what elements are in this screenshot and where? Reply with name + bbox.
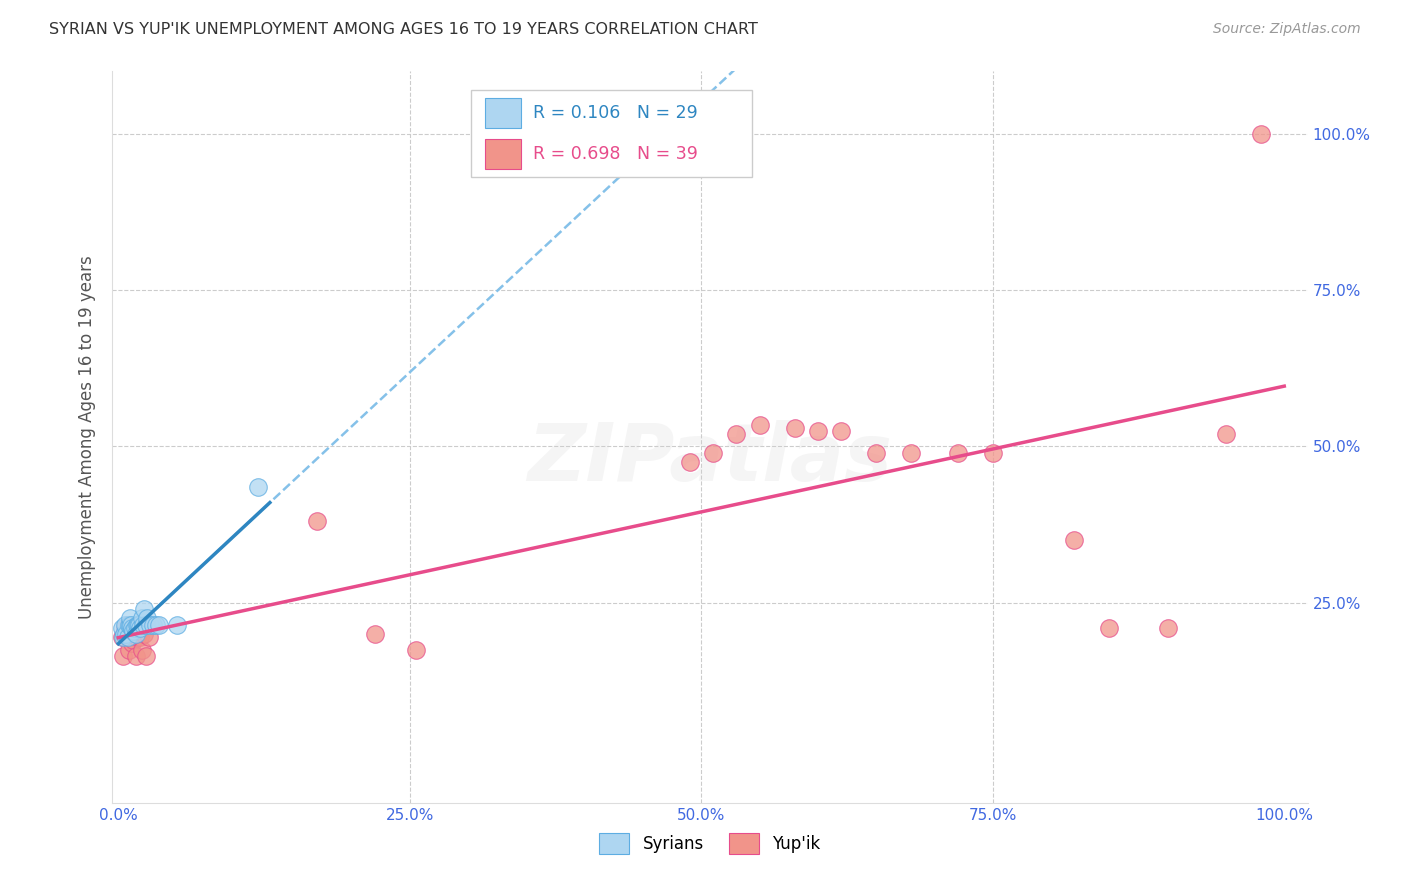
Point <box>125 627 148 641</box>
Point <box>118 617 141 632</box>
Point <box>124 621 146 635</box>
Point <box>121 636 143 650</box>
Point <box>748 417 770 432</box>
Point <box>111 630 134 644</box>
Point <box>138 630 160 644</box>
Point <box>132 617 155 632</box>
Point <box>132 602 155 616</box>
Point <box>900 446 922 460</box>
Point <box>127 627 149 641</box>
Point <box>115 627 138 641</box>
Point <box>129 621 152 635</box>
Point <box>111 648 134 663</box>
Point <box>865 446 887 460</box>
Point <box>981 446 1004 460</box>
Point <box>364 627 387 641</box>
Point <box>1098 621 1121 635</box>
Legend: Syrians, Yup'ik: Syrians, Yup'ik <box>593 827 827 860</box>
Point <box>127 617 149 632</box>
Point <box>120 617 142 632</box>
Point <box>405 642 427 657</box>
FancyBboxPatch shape <box>485 139 522 169</box>
Point <box>135 617 157 632</box>
Point <box>125 617 148 632</box>
Point <box>1156 621 1178 635</box>
Point <box>1063 533 1085 548</box>
Point <box>120 630 142 644</box>
Point <box>115 627 138 641</box>
Point <box>807 424 830 438</box>
FancyBboxPatch shape <box>471 90 752 178</box>
Text: R = 0.698   N = 39: R = 0.698 N = 39 <box>533 145 697 163</box>
Point <box>145 617 167 632</box>
Point <box>118 630 141 644</box>
Point <box>118 642 141 657</box>
Point <box>128 617 150 632</box>
Point <box>725 426 748 441</box>
Point <box>678 455 700 469</box>
Point <box>117 617 139 632</box>
Point <box>111 630 134 644</box>
Text: R = 0.106   N = 29: R = 0.106 N = 29 <box>533 104 697 122</box>
Point <box>118 611 141 625</box>
Point <box>135 648 157 663</box>
Point <box>946 446 969 460</box>
Point <box>129 630 152 644</box>
Text: ZIPatlas: ZIPatlas <box>527 420 893 498</box>
Point <box>702 446 724 460</box>
Point <box>830 424 852 438</box>
Point <box>783 420 806 434</box>
Point <box>132 627 155 641</box>
Point <box>122 633 145 648</box>
Point <box>124 621 146 635</box>
Point <box>122 624 145 638</box>
Point <box>128 621 150 635</box>
Point <box>148 617 170 632</box>
Point <box>247 480 270 494</box>
Point <box>131 642 153 657</box>
Point <box>166 617 188 632</box>
Text: Source: ZipAtlas.com: Source: ZipAtlas.com <box>1213 22 1361 37</box>
Point <box>114 617 136 632</box>
Point <box>114 621 136 635</box>
Point <box>131 611 153 625</box>
Point <box>117 630 139 644</box>
Point <box>111 621 134 635</box>
Point <box>305 515 328 529</box>
Point <box>121 621 143 635</box>
Point <box>125 630 148 644</box>
Point <box>139 617 162 632</box>
Point <box>118 617 141 632</box>
Point <box>112 627 135 641</box>
Point <box>142 617 165 632</box>
Point <box>1215 426 1237 441</box>
Point <box>1250 127 1272 141</box>
Point <box>136 611 159 625</box>
Text: SYRIAN VS YUP'IK UNEMPLOYMENT AMONG AGES 16 TO 19 YEARS CORRELATION CHART: SYRIAN VS YUP'IK UNEMPLOYMENT AMONG AGES… <box>49 22 758 37</box>
Y-axis label: Unemployment Among Ages 16 to 19 years: Unemployment Among Ages 16 to 19 years <box>77 255 96 619</box>
FancyBboxPatch shape <box>485 98 522 128</box>
Point <box>125 648 148 663</box>
